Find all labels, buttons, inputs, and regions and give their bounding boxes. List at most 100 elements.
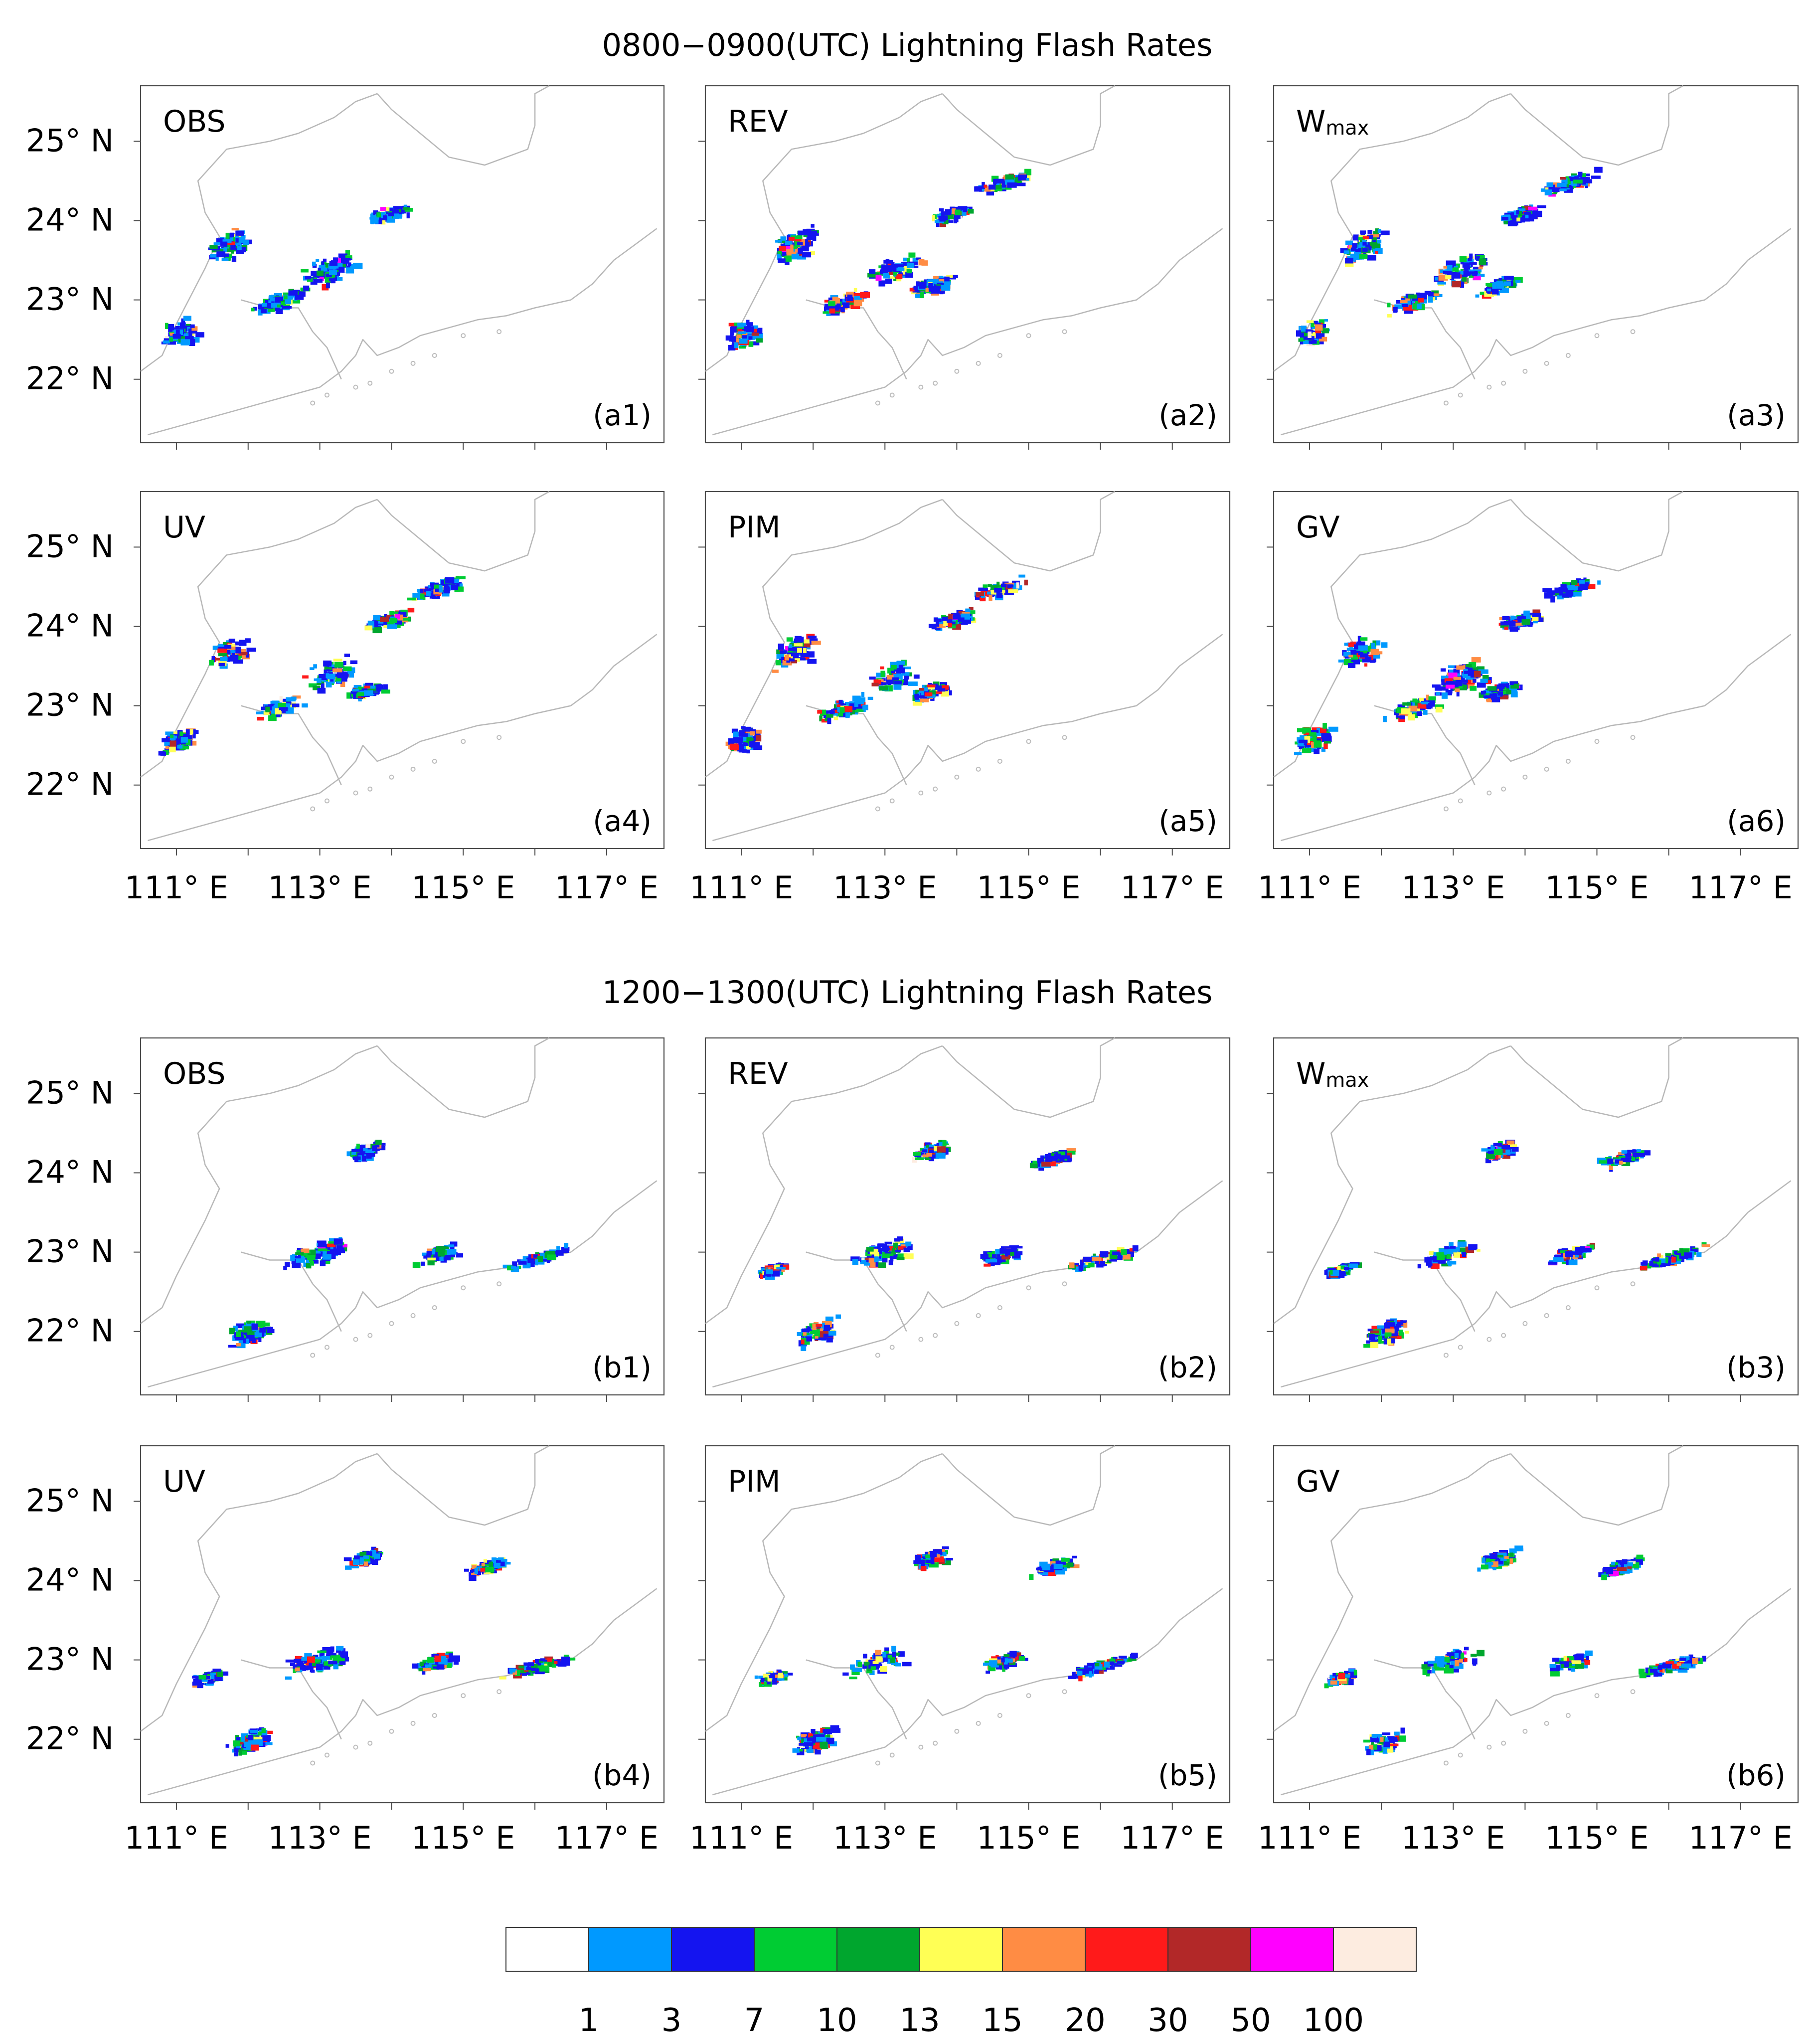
flash-rate-cell: [788, 647, 796, 651]
flash-rate-cell: [1615, 1159, 1621, 1164]
flash-rate-cell: [366, 1154, 372, 1159]
flash-rate-cell: [443, 1255, 451, 1261]
flash-rate-cell: [1109, 1254, 1118, 1259]
flash-rate-cell: [251, 1323, 258, 1330]
flash-rate-cell: [346, 267, 354, 274]
flash-rate-cell: [1357, 636, 1361, 642]
flash-rate-cell: [456, 1253, 463, 1258]
province-border: [942, 1037, 1116, 1118]
flash-rate-cell: [1417, 293, 1427, 300]
island: [461, 1693, 466, 1699]
flash-rate-cell: [893, 684, 902, 690]
flash-rate-cell: [1366, 1340, 1373, 1344]
flash-rate-cell: [226, 241, 235, 245]
flash-rate-cell: [886, 681, 894, 684]
flash-rate-cell: [270, 295, 277, 300]
flash-rate-cell: [797, 648, 802, 653]
flash-rate-cell: [1045, 1156, 1053, 1162]
island: [1522, 1321, 1528, 1326]
flash-rate-cell: [438, 1656, 447, 1661]
flash-rate-cell: [1007, 182, 1017, 188]
flash-rate-cell: [756, 338, 763, 343]
flash-rate-cell: [877, 1244, 881, 1249]
flash-rate-cell: [1037, 1158, 1046, 1162]
flash-rate-cell: [836, 704, 840, 707]
flash-rate-cell: [1469, 272, 1474, 278]
flash-rate-cell: [1550, 596, 1555, 603]
flash-rate-cell: [1371, 643, 1375, 649]
flash-rate-cell: [422, 1669, 426, 1675]
flash-rate-cell: [412, 1663, 419, 1669]
flash-rate-cell: [389, 618, 397, 623]
flash-rate-cell: [1524, 615, 1531, 619]
flash-rate-cell: [1402, 702, 1411, 706]
flash-rate-cell: [1328, 726, 1338, 732]
flash-rate-cell: [966, 610, 976, 614]
flash-rate-cell: [189, 729, 193, 735]
flash-rate-cell: [169, 746, 176, 753]
flash-rate-cell: [211, 656, 215, 663]
flash-rate-cell: [239, 1750, 247, 1755]
island: [875, 1353, 880, 1358]
flash-rate-cell: [833, 716, 838, 720]
flash-rate-cell: [427, 1259, 435, 1266]
province-border: [1273, 1045, 1511, 1324]
flash-rate-cell: [181, 318, 185, 323]
flash-rate-cell: [823, 1334, 833, 1338]
flash-rate-cell: [1565, 178, 1569, 184]
flash-rate-cell: [879, 270, 888, 275]
flash-rate-cell: [165, 746, 169, 750]
flash-rate-cell: [1416, 711, 1422, 716]
flash-rate-cell: [253, 307, 258, 311]
flash-rate-cell: [358, 686, 362, 690]
flash-rate-cell: [1362, 248, 1368, 252]
flash-rate-cell: [427, 1248, 433, 1252]
flash-rate-cell: [801, 1338, 809, 1344]
flash-rate-cell: [766, 1269, 773, 1274]
flash-rate-cell: [880, 671, 885, 677]
flash-rate-cell: [452, 1655, 460, 1662]
flash-rate-cell: [228, 639, 235, 643]
flash-rate-cell: [310, 667, 315, 671]
flash-rate-cell: [261, 1734, 271, 1741]
flash-rate-cell: [798, 248, 803, 254]
flash-rate-cell: [536, 1256, 543, 1262]
island: [432, 1305, 437, 1310]
flash-rate-cell: [824, 1325, 830, 1332]
flash-rate-cell: [906, 263, 914, 268]
flash-rate-cell: [938, 215, 948, 220]
flash-rate-cell: [1463, 270, 1469, 275]
flash-rate-cell: [935, 687, 939, 694]
flash-rate-cell: [323, 660, 331, 667]
flash-rate-cell: [840, 710, 849, 716]
flash-rate-cell: [794, 643, 803, 647]
flash-rate-cell: [1396, 1330, 1403, 1335]
flash-rate-cell: [904, 675, 909, 680]
flash-rate-cell: [1304, 333, 1309, 337]
flash-rate-cell: [1560, 1250, 1567, 1253]
flash-rate-cell: [962, 210, 967, 216]
flash-rate-cell: [924, 1142, 931, 1147]
flash-rate-cell: [888, 276, 895, 279]
flash-rate-cell: [1363, 650, 1367, 654]
flash-rate-cell: [351, 1149, 361, 1152]
flash-rate-cell: [1569, 177, 1578, 181]
island: [461, 739, 466, 744]
flash-rate-cell: [986, 190, 994, 196]
flash-rate-cell: [372, 1145, 377, 1151]
flash-rate-cell: [322, 1656, 330, 1660]
flash-rate-cell: [212, 646, 219, 650]
flash-rate-cell: [903, 268, 909, 275]
flash-rate-cell: [1560, 584, 1567, 587]
flash-rate-cell: [958, 206, 968, 211]
flash-rate-cell: [510, 1266, 516, 1270]
flash-rate-cell: [295, 1252, 304, 1255]
flash-rate-cell: [1377, 1341, 1384, 1344]
flash-rate-cell: [328, 264, 337, 270]
flash-rate-cell: [946, 275, 953, 278]
flash-rate-cell: [1573, 179, 1583, 184]
flash-rate-cell: [313, 273, 319, 278]
flash-rate-cell: [329, 261, 338, 266]
island: [954, 1321, 960, 1326]
flash-rate-cell: [1428, 1265, 1432, 1268]
